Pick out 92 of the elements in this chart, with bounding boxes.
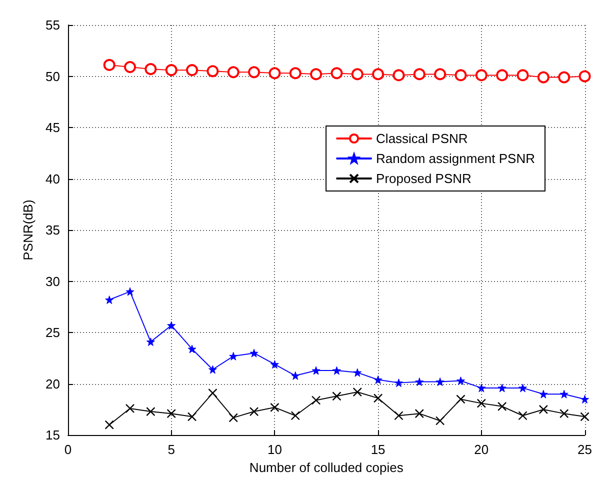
x-axis-title: Number of colluded copies xyxy=(249,460,404,475)
y-tick-label: 35 xyxy=(46,222,60,238)
point xyxy=(537,71,550,84)
point xyxy=(289,67,302,80)
x-tick-label: 20 xyxy=(474,442,489,458)
point xyxy=(352,387,362,397)
point xyxy=(415,378,424,386)
point xyxy=(126,287,134,296)
point xyxy=(125,404,135,414)
point xyxy=(560,408,569,418)
point xyxy=(560,390,568,398)
point xyxy=(103,58,116,71)
point xyxy=(580,412,590,422)
point xyxy=(146,406,156,416)
point xyxy=(291,371,300,380)
point xyxy=(434,68,446,80)
point xyxy=(332,392,342,401)
point xyxy=(332,366,341,375)
point xyxy=(496,69,508,82)
x-tick-label: 0 xyxy=(64,442,72,458)
point xyxy=(372,68,384,80)
point xyxy=(270,402,280,412)
point xyxy=(435,416,445,426)
point xyxy=(104,420,114,430)
point xyxy=(311,396,321,405)
point xyxy=(249,406,259,416)
point xyxy=(312,366,320,375)
point xyxy=(144,63,157,76)
x-tick-label: 10 xyxy=(267,442,282,458)
point xyxy=(206,65,219,78)
point xyxy=(518,384,528,392)
point xyxy=(353,368,362,377)
point xyxy=(146,338,155,346)
y-tick-label: 40 xyxy=(46,171,60,186)
point xyxy=(166,408,176,418)
point xyxy=(270,360,279,369)
point xyxy=(518,411,528,420)
point xyxy=(558,71,570,84)
point xyxy=(330,67,343,80)
point xyxy=(414,408,424,418)
point xyxy=(250,348,258,358)
point xyxy=(351,68,364,80)
point xyxy=(248,66,260,78)
y-tick-label: 45 xyxy=(46,120,60,136)
point xyxy=(374,375,382,384)
point xyxy=(456,394,466,404)
point xyxy=(105,296,114,304)
point xyxy=(187,412,197,422)
point xyxy=(165,64,178,76)
point xyxy=(456,376,465,386)
point xyxy=(373,394,383,403)
x-tick-label: 5 xyxy=(168,442,175,458)
y-tick-label: 50 xyxy=(46,68,60,84)
legend-label: Proposed PSNR xyxy=(376,171,472,186)
point xyxy=(392,69,405,82)
point xyxy=(228,413,238,422)
x-tick-label: 25 xyxy=(578,442,592,458)
y-tick-label: 25 xyxy=(46,325,60,340)
point xyxy=(208,365,217,374)
point xyxy=(436,378,444,386)
y-axis-title: PSNR(dB) xyxy=(20,200,36,260)
point xyxy=(580,394,590,404)
point xyxy=(186,64,198,76)
y-tick-label: 30 xyxy=(46,274,60,289)
point xyxy=(538,404,548,414)
point xyxy=(208,388,218,398)
point xyxy=(413,68,426,80)
point xyxy=(476,398,486,408)
point xyxy=(268,67,281,80)
point xyxy=(475,69,488,82)
point xyxy=(290,411,300,420)
point xyxy=(229,352,238,360)
y-tick-label: 55 xyxy=(46,18,60,32)
point xyxy=(454,69,467,82)
point xyxy=(167,321,176,330)
point xyxy=(578,70,591,82)
point xyxy=(516,69,529,82)
x-tick-label: 15 xyxy=(370,442,386,458)
point xyxy=(310,68,322,80)
point xyxy=(477,384,486,392)
point xyxy=(394,411,404,420)
point xyxy=(497,402,507,411)
point xyxy=(498,384,506,392)
legend-label: Classical PSNR xyxy=(376,131,468,146)
point xyxy=(394,378,403,388)
point xyxy=(539,390,548,398)
point xyxy=(227,66,240,78)
point xyxy=(124,61,136,74)
y-tick-label: 20 xyxy=(46,376,60,392)
y-tick-label: 15 xyxy=(46,428,60,443)
legend-label: Random assignment PSNR xyxy=(376,151,536,166)
point xyxy=(188,344,196,354)
